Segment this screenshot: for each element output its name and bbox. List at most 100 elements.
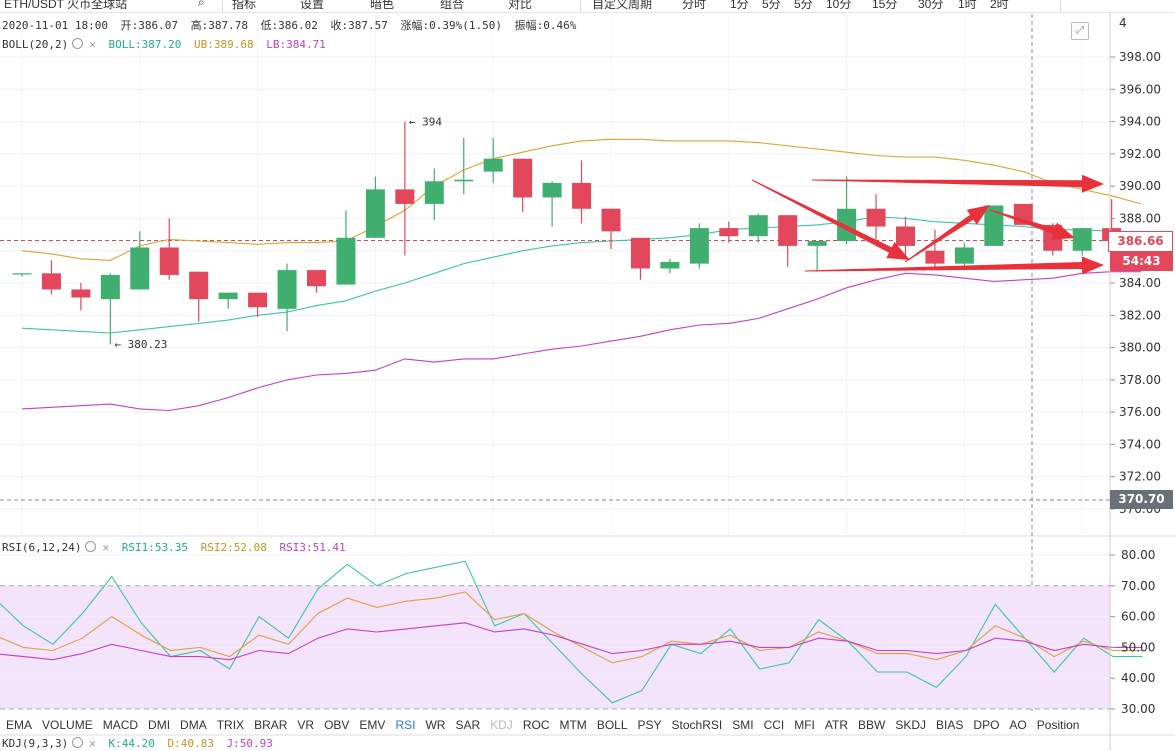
indicator-tab-wr[interactable]: WR [425, 718, 446, 732]
candle-body [954, 247, 974, 264]
candle [896, 216, 915, 256]
toolbar-item[interactable]: 15分 [872, 0, 898, 11]
indicator-tab-bbw[interactable]: BBW [858, 718, 886, 732]
toolbar-item[interactable]: 1时 [958, 0, 977, 11]
toolbar-item[interactable]: 组合 [440, 0, 465, 11]
indicator-tab-position[interactable]: Position [1036, 718, 1080, 732]
kdj-j-value: J:50.93 [226, 737, 273, 750]
candle [601, 208, 621, 250]
indicator-tab-smi[interactable]: SMI [732, 718, 754, 732]
indicator-tab-dma[interactable]: DMA [180, 718, 207, 732]
indicator-tab-atr[interactable]: ATR [824, 718, 849, 732]
fullscreen-icon[interactable]: ⤢ [1071, 22, 1089, 40]
indicator-tab-brar[interactable]: BRAR [254, 718, 288, 732]
indicator-tab-boll[interactable]: BOLL [596, 718, 628, 732]
toolbar-item[interactable]: 设置 [300, 0, 325, 11]
candle-body [336, 237, 356, 285]
indicator-tab-bias[interactable]: BIAS [936, 718, 964, 732]
indicator-tab-trix[interactable]: TRIX [216, 718, 245, 732]
indicator-tab-psy[interactable]: PSY [637, 718, 662, 732]
toolbar-item[interactable]: 30分 [918, 0, 944, 11]
indicator-tab-rsi[interactable]: RSI [395, 718, 416, 732]
candle [307, 270, 326, 293]
candle-body [572, 182, 592, 209]
indicator-tab-stochrsi[interactable]: StochRSI [671, 718, 723, 732]
candle [424, 168, 444, 221]
candle-body [837, 208, 857, 242]
candle [689, 223, 709, 269]
toolbar-item[interactable]: 1分 [730, 0, 749, 11]
indicator-tab-macd[interactable]: MACD [102, 718, 139, 732]
kdj-close-icon[interactable]: ✕ [89, 737, 96, 750]
indicator-tab-mfi[interactable]: MFI [794, 718, 815, 732]
candle [395, 121, 415, 256]
kdj-k-value: K:44.20 [108, 737, 155, 750]
toolbar-item[interactable]: 指标 [232, 0, 257, 11]
indicator-tab-cci[interactable]: CCI [763, 718, 785, 732]
indicator-tab-dmi[interactable]: DMI [148, 718, 171, 732]
ohlc-amplitude: 振幅:0.46% [514, 19, 577, 32]
indicator-tab-dpo[interactable]: DPO [973, 718, 1000, 732]
top-toolbar: ETH/USDT 火币全球站 ⌕ 指标 设置 暗色 组合 对比 自定义周期 分时 1分 5分 5分 10… [0, 0, 1175, 13]
toolbar-separator [1060, 0, 1061, 12]
annotation-arrow-up [904, 205, 990, 263]
price-tick-label: 378.00 [1119, 373, 1161, 387]
rsi1-line [0, 560, 1143, 704]
indicator-tab-skdj[interactable]: SKDJ [895, 718, 927, 732]
price-tick-label: 4 [1119, 16, 1127, 30]
candle-body [159, 247, 179, 275]
kdj-info-line: KDJ(9,3,3) ✕ K:44.20 D:40.83 J:50.93 [2, 737, 279, 751]
ohlc-datetime: 2020-11-01 18:00 [2, 19, 108, 32]
rsi2-value: RSI2:52.08 [200, 541, 267, 554]
rsi-close-icon[interactable]: ✕ [102, 541, 110, 554]
candle [159, 218, 179, 280]
indicator-tab-kdj[interactable]: KDJ [490, 718, 513, 732]
toolbar-item[interactable]: 对比 [508, 0, 533, 11]
candle [572, 160, 592, 224]
candle-body [218, 292, 238, 300]
toolbar-item[interactable]: ⌕ [198, 0, 205, 9]
toolbar-item[interactable]: 分时 [682, 0, 707, 11]
rsi-tick-label: 40.00 [1121, 671, 1155, 685]
candle-body [277, 270, 297, 309]
candle [483, 137, 503, 183]
rsi-gear-icon[interactable] [85, 541, 97, 552]
toolbar-item[interactable]: 2时 [990, 0, 1009, 11]
boll-gear-icon[interactable] [72, 38, 84, 49]
indicator-tab-sar[interactable]: SAR [455, 718, 481, 732]
kdj-gear-icon[interactable] [72, 737, 84, 748]
candle [100, 273, 120, 345]
rsi3-value: RSI3:51.41 [279, 541, 346, 554]
price-axis[interactable]: 398.00396.00394.00392.00390.00388.00386.… [1109, 12, 1161, 750]
candle [12, 273, 32, 277]
indicator-tab-ao[interactable]: AO [1009, 718, 1027, 732]
boll-lower-band [21, 271, 1142, 412]
toolbar-item[interactable]: 暗色 [370, 0, 395, 11]
indicator-tab-volume[interactable]: VOLUME [42, 718, 93, 732]
toolbar-item[interactable]: 10分 [826, 0, 852, 11]
indicator-tab-mtm[interactable]: MTM [559, 718, 587, 732]
price-tick-label: 394.00 [1119, 115, 1161, 129]
candle-body [307, 270, 326, 287]
indicator-tab-emv[interactable]: EMV [359, 718, 386, 732]
high-price-annotation: ← 394 [409, 116, 442, 129]
candle-body [483, 158, 503, 172]
candle [189, 271, 209, 322]
toolbar-item[interactable]: 自定义周期 [592, 0, 653, 11]
indicator-tab-vr[interactable]: VR [297, 718, 315, 732]
indicator-tab-obv[interactable]: OBV [324, 718, 350, 732]
price-tick-label: 388.00 [1119, 211, 1161, 225]
ohlc-change: 涨幅:0.39%(1.50) [400, 19, 503, 32]
indicator-tab-ema[interactable]: EMA [6, 718, 33, 732]
candle-body [12, 273, 32, 275]
boll-close-icon[interactable]: ✕ [89, 38, 96, 51]
indicator-tab-roc[interactable]: ROC [522, 718, 550, 732]
arrow-shape [811, 174, 1104, 193]
toolbar-item[interactable]: ETH/USDT 火币全球站 [4, 0, 128, 11]
toolbar-item[interactable]: 5分 [794, 0, 813, 11]
toolbar-item[interactable]: 5分 [762, 0, 781, 11]
candle-body [925, 250, 945, 264]
rsi-tick-label: 50.00 [1121, 640, 1155, 654]
candle [454, 137, 474, 195]
crosshair-price-tag: 370.70 [1110, 490, 1173, 509]
